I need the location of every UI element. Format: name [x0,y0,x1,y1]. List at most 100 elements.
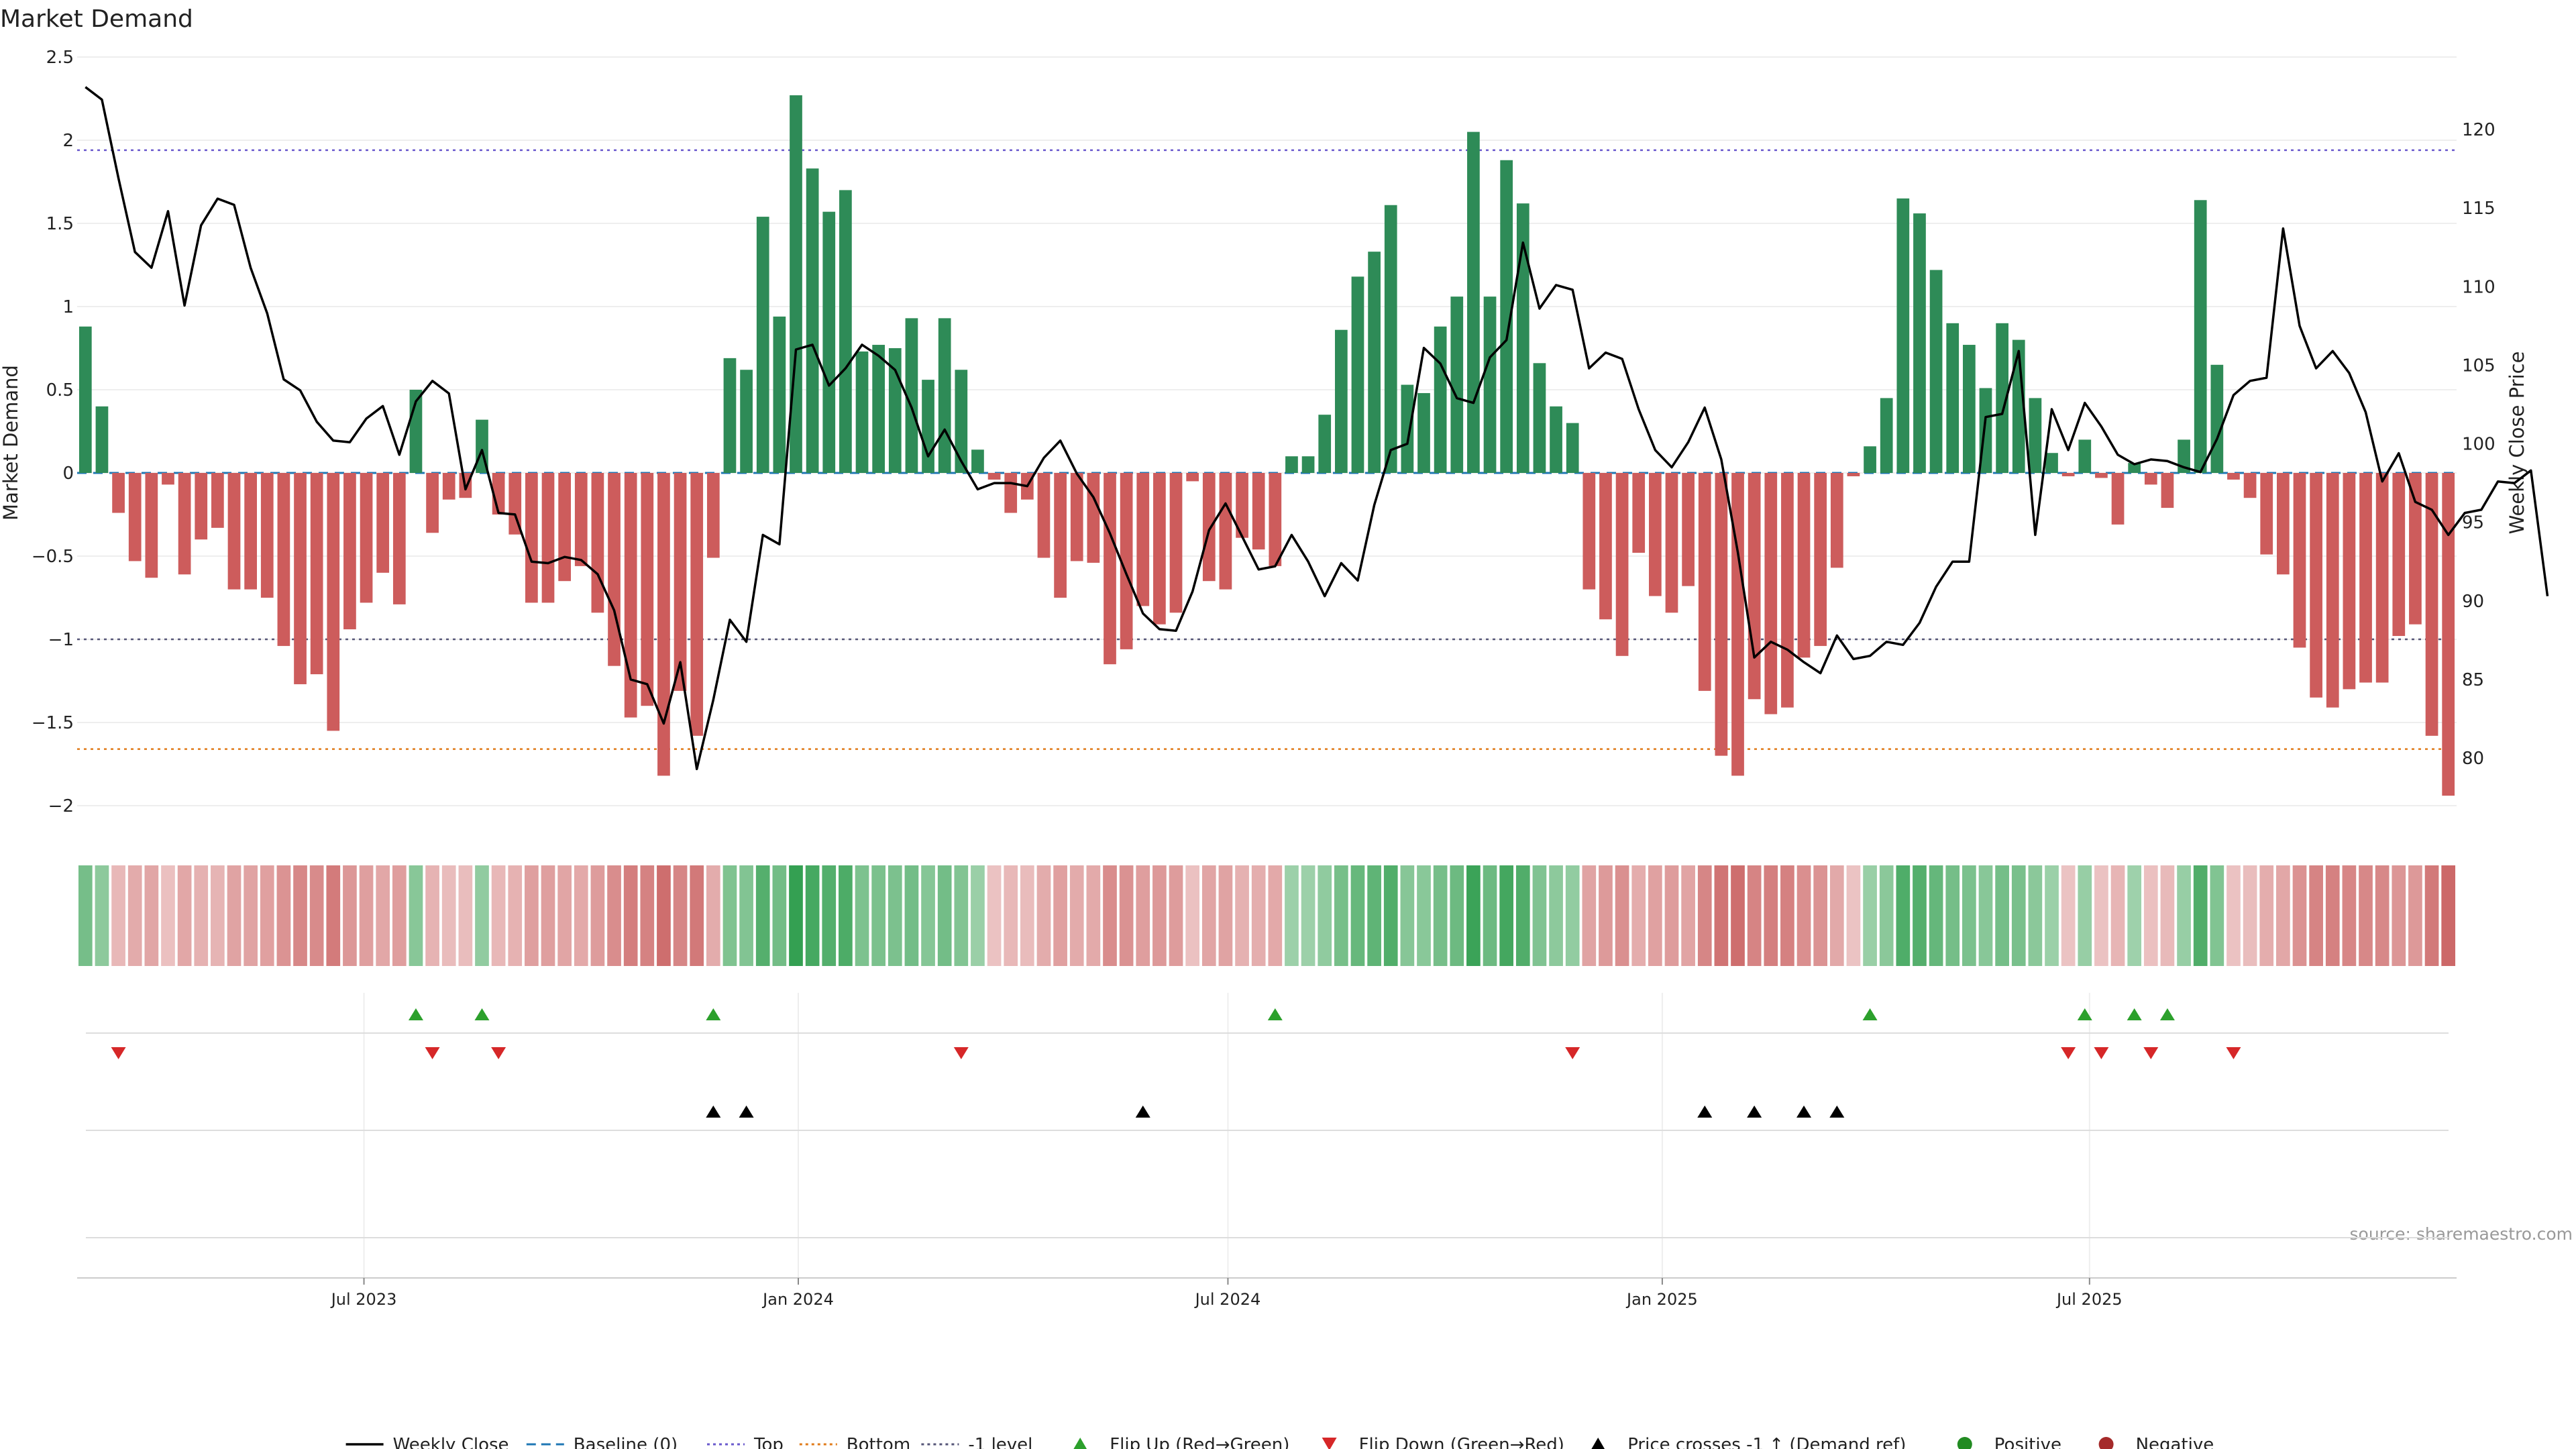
demand-bar-negative [1219,473,1232,590]
flip-down-marker [111,1047,126,1059]
heat-cell [557,865,572,966]
demand-bar-positive [790,95,802,474]
demand-bar-negative [2111,473,2125,525]
demand-bar-positive [2128,463,2141,473]
heat-cell [1565,865,1580,966]
demand-bar-positive [740,370,753,473]
legend-label: Flip Down (Green→Red) [1359,1435,1564,1449]
demand-bar-negative [360,473,373,603]
heat-cell [1417,865,1431,966]
heat-cell [359,865,374,966]
heat-cell [1450,865,1464,966]
heat-cell [1631,865,1646,966]
demand-bar-negative [162,473,174,485]
heat-cell [525,865,539,966]
heat-cell [458,865,473,966]
demand-bar-negative [145,473,158,578]
heat-cell [1599,865,1613,966]
heat-cell [2045,865,2059,966]
demand-bar-positive [1929,270,1943,473]
heat-cell [1152,865,1167,966]
demand-bar-positive [922,380,934,473]
heat-cell [1995,865,2009,966]
heat-cell [2325,865,2340,966]
demand-bar-negative [2359,473,2372,683]
y2-tick-label: 85 [2462,670,2484,690]
demand-bar-negative [1104,473,1116,665]
heat-cell [260,865,274,966]
y2-tick-label: 115 [2462,199,2496,219]
demand-bar-negative [128,473,142,561]
price-cross-marker [1135,1106,1150,1118]
heat-cell [2408,865,2422,966]
x-tick-label: Jul 2023 [330,1290,397,1309]
demand-bar-positive [1483,297,1497,473]
demand-bar-negative [1070,473,1083,561]
demand-bar-negative [211,473,224,528]
heat-cell [1400,865,1415,966]
heat-cell [2061,865,2076,966]
demand-bar-positive [756,217,769,473]
legend-swatch-flip-down [1322,1438,1337,1449]
demand-bar-negative [690,473,704,736]
demand-bar-positive [2194,200,2207,473]
demand-bar-negative [1814,473,1827,646]
flip-down-marker [2094,1047,2109,1059]
heat-cell [2210,865,2224,966]
flip-down-marker [425,1047,440,1059]
heat-cell [2424,865,2439,966]
demand-bar-negative [2392,473,2406,637]
x-tick-label: Jan 2025 [1625,1290,1698,1309]
demand-bar-negative [343,473,356,630]
demand-bar-positive [2029,398,2042,473]
demand-bar-negative [376,473,390,573]
heat-cell [954,865,969,966]
heat-cell [2193,865,2208,966]
heat-cell [937,865,952,966]
heat-cell [1764,865,1778,966]
heat-cell [1681,865,1695,966]
heat-cell [673,865,688,966]
demand-bar-positive [1417,392,1430,473]
demand-bar-positive [839,190,852,473]
demand-bar-positive [1550,406,1562,473]
demand-bar-negative [2326,473,2339,708]
heat-cell [211,865,225,966]
heat-cell [293,865,307,966]
x-tick-label: Jul 2025 [2055,1290,2123,1309]
demand-bar-negative [608,473,621,666]
heat-cell [1185,865,1200,966]
legend-label: Top [753,1435,784,1449]
demand-bar-negative [1236,473,1248,538]
heat-cell [1582,865,1597,966]
y-tick-label: 0 [62,464,74,484]
heat-cell [690,865,704,966]
heat-cell [425,865,439,966]
reference-lines [77,149,2457,750]
legend-swatch-price-cross [1591,1438,1605,1449]
heat-cell [1896,865,1911,966]
demand-bar-negative [624,473,637,718]
demand-bar-positive [1318,415,1332,473]
heat-cell [1731,865,1745,966]
legend-swatch-flip-up [1073,1438,1087,1449]
heat-cell [855,865,869,966]
heat-cell [2226,865,2241,966]
heat-cell [789,865,803,966]
y-tick-label: 0.5 [46,380,74,400]
demand-bar-positive [1913,213,1926,473]
legend-label: Negative [2136,1435,2214,1449]
y-tick-label: −2 [48,796,74,816]
legend-swatch-negative [2098,1437,2114,1449]
heat-cell [491,865,506,966]
demand-heat-strip [78,865,2456,966]
demand-bar-positive [1301,456,1315,473]
demand-bar-negative [1037,473,1051,558]
heat-cell [1251,865,1266,966]
demand-bar-negative [2144,473,2157,485]
heat-cell [1350,865,1365,966]
heat-cell [623,865,638,966]
demand-bar-positive [1368,252,1381,473]
demand-bar-negative [112,473,125,513]
demand-bar-positive [773,316,786,473]
